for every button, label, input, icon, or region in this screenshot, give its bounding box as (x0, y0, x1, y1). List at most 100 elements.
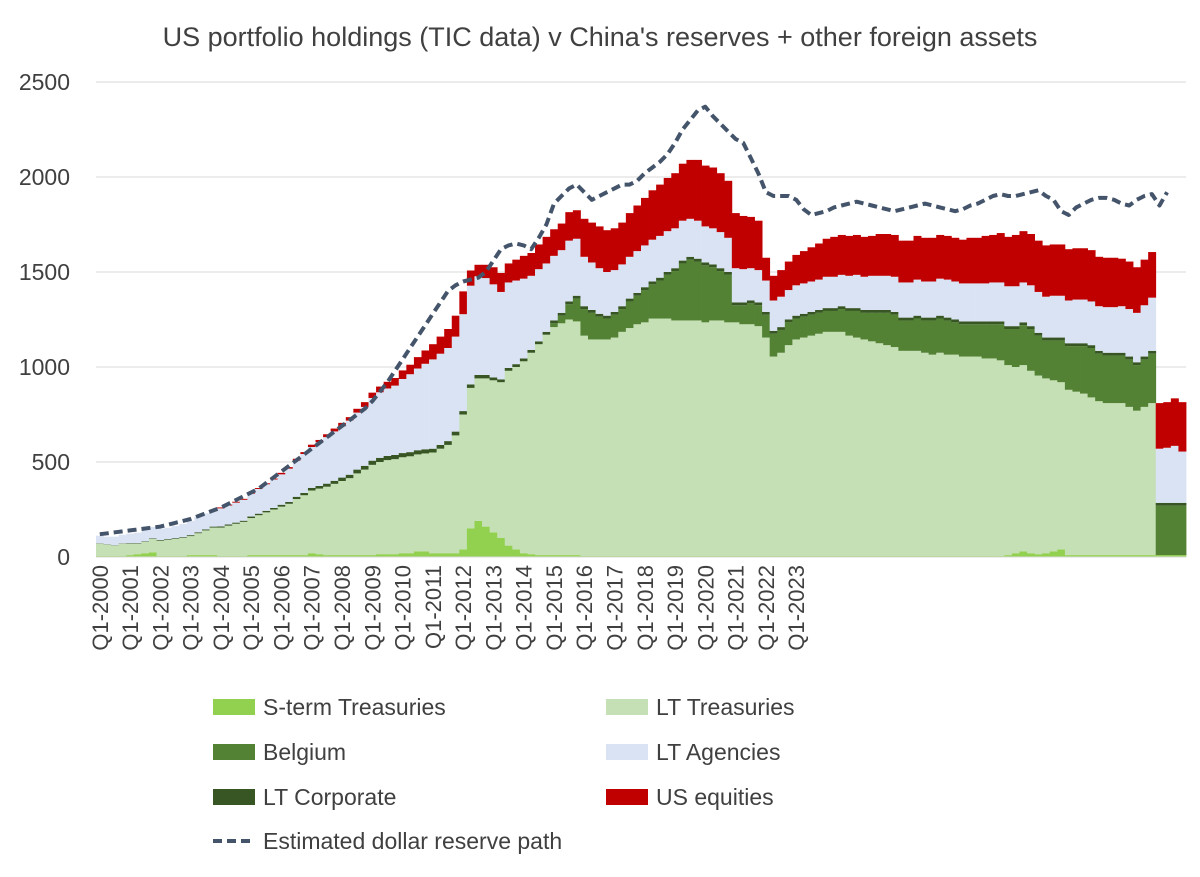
bar-segment (1141, 359, 1149, 407)
bar-segment (618, 309, 626, 332)
legend-label: LT Treasuries (656, 694, 794, 720)
bar-segment (611, 338, 619, 557)
bar-segment (649, 240, 657, 282)
bar-segment (406, 553, 414, 557)
bar-segment (588, 310, 596, 313)
bar-segment (527, 350, 535, 353)
bar-segment (853, 275, 861, 308)
bar-segment (497, 292, 505, 379)
bar-segment (1110, 356, 1118, 404)
bar-segment (997, 233, 1005, 282)
legend-swatch (606, 699, 648, 715)
bar-segment (1148, 403, 1156, 555)
bar-segment (141, 542, 149, 553)
bar-segment (505, 371, 513, 546)
legend-label: Estimated dollar reserve path (263, 828, 562, 854)
bar-segment (293, 499, 301, 555)
bar-segment (777, 330, 785, 353)
bar-segment (694, 221, 702, 259)
bar-segment (1072, 346, 1080, 392)
bar-segment (550, 323, 558, 327)
y-tick-label: 2000 (19, 164, 70, 190)
bar-segment (1156, 503, 1164, 506)
bar-segment (308, 553, 316, 557)
bar-segment (739, 324, 747, 556)
bar-segment (906, 318, 914, 321)
bar-segment (535, 344, 543, 555)
bar-segment (406, 374, 414, 452)
bar-segment (853, 311, 861, 338)
bar-segment (755, 305, 763, 326)
bar-segment (573, 210, 581, 239)
bar-segment (891, 315, 899, 347)
bar-segment (497, 382, 505, 538)
bar-segment (724, 272, 732, 275)
x-tick-label: Q1-2001 (118, 565, 143, 651)
bar-segment (1088, 345, 1096, 348)
x-tick-label: Q1-2002 (148, 565, 173, 651)
bar-segment (550, 229, 558, 256)
bar-segment (868, 236, 876, 276)
bar-segment (951, 322, 959, 354)
bar-segment (1178, 503, 1186, 506)
bar-segment (535, 269, 543, 341)
bar-segment (1004, 326, 1012, 329)
bar-segment (527, 353, 535, 554)
bar-segment (974, 357, 982, 557)
bar-segment (717, 271, 725, 320)
bar-segment (1027, 326, 1035, 329)
bar-segment (1072, 392, 1080, 555)
x-tick-label: Q1-2010 (391, 565, 416, 651)
bar-segment (997, 321, 1005, 324)
bar-segment (785, 345, 793, 556)
bar-segment (497, 273, 505, 292)
legend-swatch (606, 789, 648, 805)
bar-segment (270, 508, 278, 510)
bar-segment (482, 375, 490, 378)
bar-segment (1065, 343, 1073, 346)
bar-segment (762, 315, 770, 338)
bar-segment (1065, 390, 1073, 555)
bar-segment (702, 265, 710, 322)
bar-segment (512, 281, 520, 365)
bar-segment (391, 378, 399, 386)
bar-segment (883, 234, 891, 276)
bar-segment (815, 310, 823, 313)
bar-segment (331, 484, 339, 555)
bar-segment (172, 538, 180, 539)
bar-segment (861, 339, 869, 556)
bar-segment (331, 431, 339, 480)
bar-segment (883, 276, 891, 310)
bar-segment (505, 263, 513, 282)
bar-segment (618, 306, 626, 309)
bar-segment (285, 469, 293, 502)
bar-segment (739, 302, 747, 305)
x-tick-label: Q1-2008 (330, 565, 355, 651)
bar-segment (482, 527, 490, 557)
x-tick-label: Q1-2023 (784, 565, 809, 651)
bar-segment (429, 449, 437, 453)
bar-segment (1125, 309, 1133, 357)
x-tick-label: Q1-2020 (693, 565, 718, 651)
bar-segment (747, 324, 755, 556)
bar-segment (399, 370, 407, 379)
bar-segment (792, 285, 800, 315)
bar-segment (1133, 313, 1141, 362)
bar-segment (580, 306, 588, 309)
bar-segment (679, 261, 687, 264)
bar-segment (232, 503, 240, 523)
bar-segment (474, 521, 482, 557)
bar-segment (1057, 296, 1065, 338)
bar-segment (172, 526, 180, 538)
bar-segment (1004, 329, 1012, 365)
bar-segment (641, 287, 649, 290)
bar-segment (535, 244, 543, 269)
bar-segment (293, 461, 301, 497)
bar-segment (770, 357, 778, 557)
bar-segment (1027, 285, 1035, 326)
bar-segment (429, 453, 437, 554)
bar-segment (611, 228, 619, 270)
x-tick-label: Q1-2017 (603, 565, 628, 651)
bar-segment (263, 511, 271, 513)
bar-segment (732, 268, 740, 302)
